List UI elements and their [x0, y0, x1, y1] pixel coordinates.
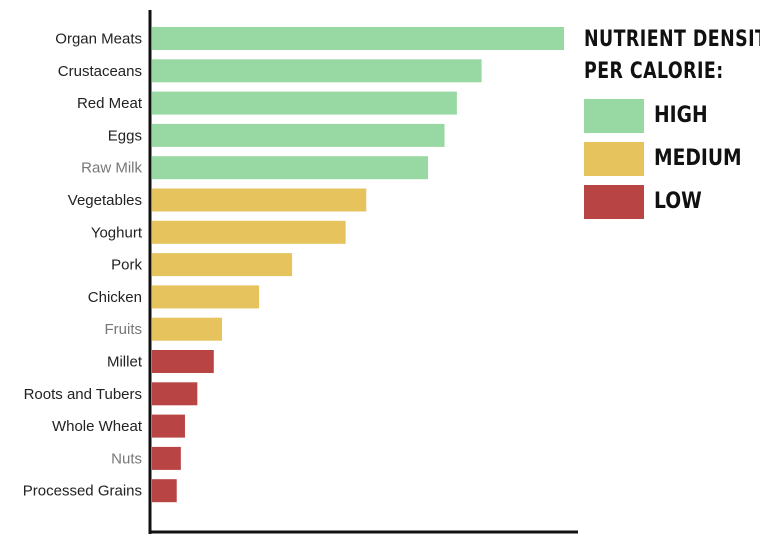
category-label: Yoghurt	[91, 224, 143, 241]
category-label: Chicken	[88, 289, 142, 306]
bar-chicken	[152, 285, 260, 309]
legend-title-line-2: PER CALORIE:	[584, 59, 724, 84]
legend-label-low: LOW	[654, 189, 702, 214]
bar-vegetables	[152, 188, 367, 212]
category-label: Eggs	[108, 127, 142, 144]
bars-layer	[152, 27, 564, 503]
legend-label-medium: MEDIUM	[654, 146, 742, 171]
category-label: Roots and Tubers	[24, 386, 142, 403]
bar-whole-wheat	[152, 414, 185, 438]
category-label: Processed Grains	[23, 483, 142, 500]
legend-title-line-1: NUTRIENT DENSITY	[584, 27, 760, 52]
legend-item-high: HIGH	[584, 99, 760, 133]
legend-item-low: LOW	[584, 185, 760, 219]
category-label: Millet	[107, 354, 143, 371]
category-label: Vegetables	[68, 192, 142, 209]
legend-label-high: HIGH	[654, 103, 708, 128]
category-label: Red Meat	[77, 95, 143, 112]
category-label: Nuts	[111, 450, 142, 467]
bar-nuts	[152, 446, 181, 470]
bar-raw-milk	[152, 156, 429, 180]
category-label: Raw Milk	[81, 160, 142, 177]
legend-swatch-medium	[584, 142, 644, 176]
category-label: Whole Wheat	[52, 418, 143, 435]
bar-crustaceans	[152, 59, 482, 83]
bar-red-meat	[152, 91, 457, 115]
category-label: Pork	[111, 257, 142, 274]
bar-eggs	[152, 123, 445, 147]
bar-millet	[152, 350, 214, 373]
legend-swatch-low	[584, 185, 644, 219]
legend-swatch-high	[584, 99, 644, 133]
bar-processed-grains	[152, 479, 177, 503]
category-label: Organ Meats	[55, 31, 142, 48]
category-label: Fruits	[105, 321, 143, 338]
legend: NUTRIENT DENSITY PER CALORIE: HIGH MEDIU…	[584, 24, 760, 219]
bar-fruits	[152, 317, 223, 341]
bar-organ-meats	[152, 27, 564, 50]
bar-roots-and-tubers	[152, 382, 198, 406]
bar-yoghurt	[152, 220, 346, 244]
legend-item-medium: MEDIUM	[584, 142, 760, 176]
category-labels: Organ Meats Crustaceans Red Meat Eggs Raw Mi…	[23, 31, 143, 500]
category-label: Crustaceans	[58, 63, 142, 80]
bar-pork	[152, 253, 293, 277]
